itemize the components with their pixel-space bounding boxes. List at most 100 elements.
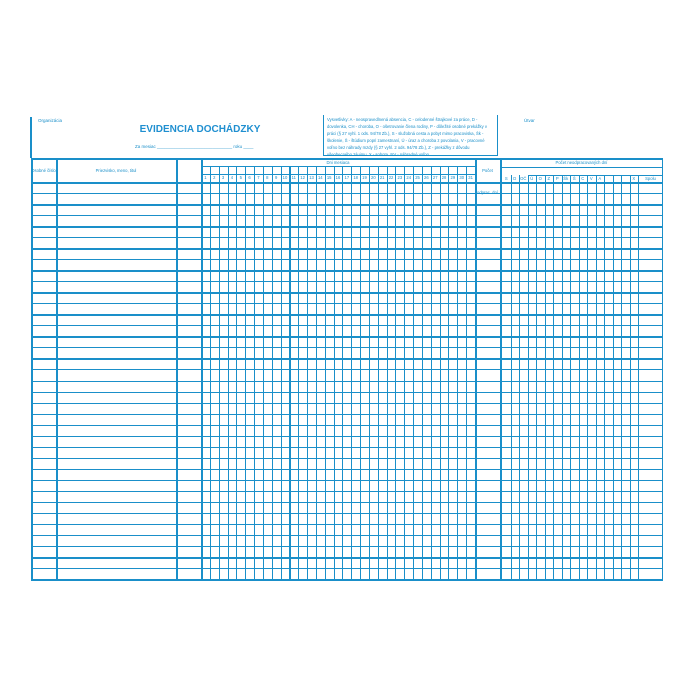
row-line (31, 501, 663, 503)
code-col-line (595, 175, 597, 579)
row-line (31, 193, 663, 195)
header-day-24: 24 (406, 175, 412, 180)
day-col-line (227, 166, 229, 579)
code-col-line (510, 175, 512, 579)
code-col-line (604, 175, 605, 579)
row-line (31, 237, 663, 239)
header-day-5: 5 (239, 175, 242, 180)
header-day-22: 22 (388, 175, 394, 180)
header-day-8: 8 (266, 175, 269, 180)
code-col-line (536, 175, 537, 579)
right-edge (662, 158, 663, 579)
row-line (31, 413, 663, 415)
day-col-line (236, 166, 238, 579)
day-col-line (386, 166, 388, 579)
row-line (31, 325, 663, 327)
header-code-OČ: OČ (520, 176, 527, 181)
row-line (31, 391, 663, 393)
header-day-10: 10 (282, 175, 288, 180)
header-name: Priezvisko, meno, titul (95, 168, 137, 173)
days-group-line (201, 166, 475, 167)
day-col-line (271, 166, 273, 579)
row-line (31, 402, 663, 405)
form-title: EVIDENCIA DOCHÁDZKY (139, 124, 261, 135)
attendance-table: Osobné číslo Priezvisko, meno, titul Dni m… (31, 158, 663, 581)
day-col-line (262, 166, 264, 579)
code-col-line (544, 175, 546, 579)
header-code-V: V (589, 176, 593, 181)
day-col-line (315, 166, 317, 579)
header-day-13: 13 (309, 175, 314, 180)
row-line (31, 358, 663, 361)
header-not-worked-group: Počet neodpracovaných dní (555, 160, 608, 165)
header-day-14: 14 (317, 175, 323, 180)
row-line (31, 479, 663, 481)
header-day-11: 11 (291, 175, 296, 180)
code-col-line (629, 175, 631, 579)
header-day-7: 7 (257, 175, 260, 180)
day-col-line (421, 166, 424, 579)
header-day-6: 6 (248, 175, 251, 180)
row-line (31, 281, 663, 283)
header-day-23: 23 (397, 175, 403, 180)
days-sub-line (201, 174, 475, 175)
row-line (31, 512, 663, 515)
header-day-29: 29 (450, 175, 456, 180)
row-line (31, 248, 663, 250)
header-day-27: 27 (432, 175, 438, 180)
legend-box: Vysvetlivky: A - neospravedlnená absenci… (323, 115, 498, 156)
day-col-line (333, 166, 335, 579)
header-code-O: O (538, 176, 542, 181)
header-code-Šk: Šk (563, 176, 569, 181)
day-col-line (245, 166, 247, 579)
code-col-line (638, 175, 639, 579)
header-worked-days: Počet odprac. dní (477, 168, 498, 195)
row-line (31, 556, 663, 559)
organization-label: Organizácia (38, 118, 63, 123)
header-top-line (31, 158, 663, 160)
header-code-Š: Š (572, 176, 576, 181)
day-col-line (209, 166, 211, 579)
day-col-line (324, 166, 326, 579)
day-col-line (377, 166, 380, 579)
codes-group-line (500, 167, 663, 168)
header-day-3: 3 (221, 175, 225, 180)
day-col-line (430, 166, 432, 579)
row-line (31, 347, 663, 349)
day-col-line (439, 166, 441, 579)
day-col-line (307, 166, 308, 579)
row-line (31, 303, 663, 305)
header-day-28: 28 (441, 175, 447, 180)
header-days-group: Dni mesiaca (326, 160, 350, 165)
row-line (31, 457, 663, 459)
header-code-Ú: Ú (530, 176, 534, 181)
code-col-line (570, 175, 571, 579)
col-line (201, 158, 203, 579)
header-code-X: X (632, 176, 636, 181)
header-day-20: 20 (371, 175, 376, 180)
row-line (31, 424, 663, 427)
header-code-blank (604, 175, 613, 182)
row-line (31, 446, 663, 449)
row-line (31, 567, 663, 569)
day-col-line (289, 166, 291, 579)
day-col-line (351, 166, 353, 579)
day-col-line (404, 166, 406, 579)
col-line (475, 158, 477, 579)
header-day-21: 21 (379, 175, 385, 180)
day-col-line (466, 166, 468, 579)
row-line (31, 545, 663, 547)
header-day-16: 16 (335, 175, 341, 180)
header-day-15: 15 (326, 175, 332, 180)
code-col-line (561, 175, 563, 579)
header-code-P: P (555, 176, 559, 181)
day-col-line (342, 166, 344, 579)
row-line (31, 336, 663, 338)
code-col-line (587, 175, 588, 579)
row-line (31, 523, 663, 525)
header-day-30: 30 (459, 175, 465, 180)
row-line (31, 380, 663, 383)
col-line (500, 158, 502, 579)
day-col-line (254, 166, 255, 579)
header-code-blank (613, 175, 622, 182)
